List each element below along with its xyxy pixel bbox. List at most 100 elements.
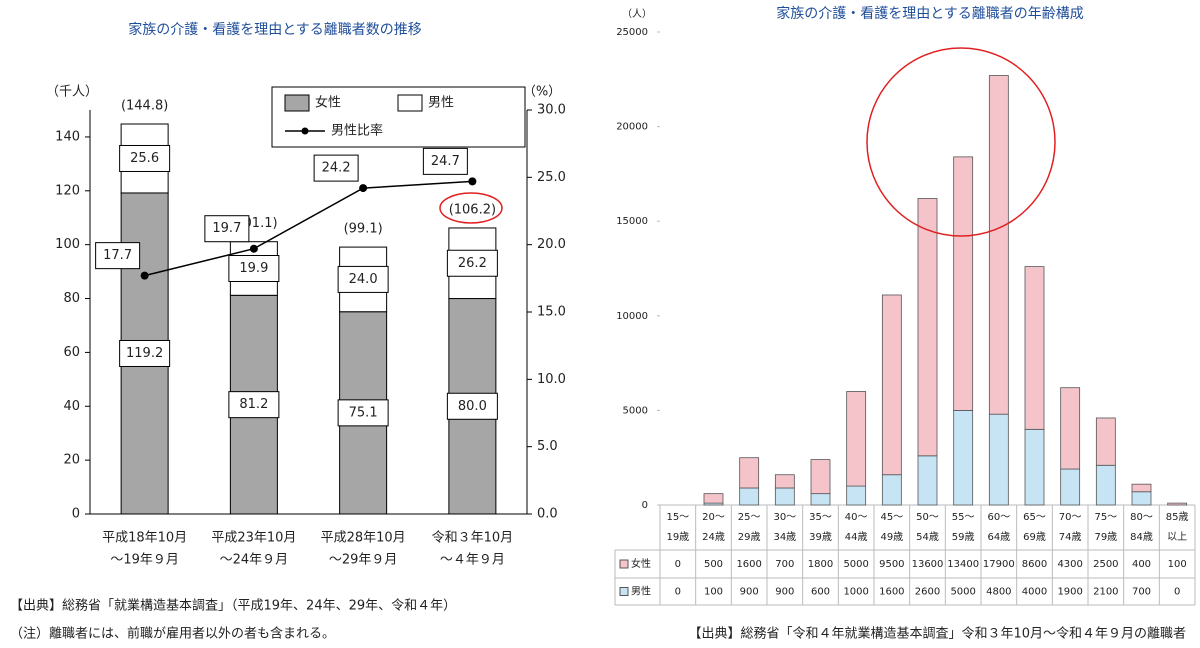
table-value: 2500	[1093, 559, 1118, 570]
value-label-box	[228, 255, 280, 283]
x-tick-label: 平成18年10月	[102, 531, 187, 546]
bar-segment	[739, 457, 760, 489]
y-tick-label: 0	[642, 500, 648, 511]
bar-segment	[846, 485, 867, 506]
value-label-box	[337, 265, 389, 293]
x-tick-label: 74歳	[1059, 531, 1082, 543]
y-tick-label: 20000	[616, 122, 648, 133]
bar-segment	[953, 156, 974, 411]
y-axis-label: （人）	[622, 8, 652, 20]
y2-tick-label: 25.0	[537, 170, 566, 185]
table-value: 4000	[1022, 587, 1047, 598]
value-label: 19.9	[239, 261, 268, 276]
legend-swatch	[619, 587, 629, 596]
table-value: 17900	[983, 559, 1015, 570]
x-tick-label: 85歳	[1166, 511, 1189, 523]
x-tick-label: 80～	[1130, 512, 1153, 523]
y-tick-label: 15000	[616, 216, 648, 227]
table-value: 1600	[879, 587, 904, 598]
table-value: 9500	[879, 559, 904, 570]
source-note: 【出典】総務省「就業構造基本調査」（平成19年、24年、29年、令和４年）	[10, 598, 456, 614]
x-tick-label: 40～	[845, 512, 868, 523]
bar-segment	[846, 391, 867, 487]
value-label: 25.6	[130, 151, 159, 166]
y-tick-label: 0	[72, 507, 80, 522]
table-value: 13600	[912, 559, 944, 570]
table-value: 2600	[915, 587, 940, 598]
line-value-label: 24.2	[322, 161, 351, 176]
line-value-label-box	[422, 147, 468, 175]
table-value: 600	[811, 587, 830, 598]
value-label: 80.0	[458, 399, 487, 414]
table-value: 0	[675, 587, 681, 598]
table-value: 700	[1132, 587, 1151, 598]
y2-tick-label: 10.0	[537, 372, 566, 387]
x-tick-label: 44歳	[845, 531, 868, 543]
y-tick-label: 140	[55, 129, 80, 144]
table-value: 100	[704, 587, 723, 598]
bar-segment	[1095, 417, 1116, 466]
table-value: 2100	[1093, 587, 1118, 598]
table-value: 700	[775, 559, 794, 570]
x-tick-label: 20～	[702, 512, 725, 523]
bar-segment	[988, 75, 1009, 415]
legend-label: 男性	[428, 96, 454, 111]
line	[144, 180, 473, 277]
y-tick-label: 120	[55, 183, 80, 198]
table-value: 1900	[1057, 587, 1082, 598]
value-label: 119.2	[126, 346, 163, 361]
bar-segment	[810, 493, 831, 506]
table-value: 5000	[950, 587, 975, 598]
x-tick-label: 34歳	[773, 531, 796, 543]
table-value: 100	[1168, 559, 1187, 570]
legend-swatch	[619, 559, 629, 569]
bar-segment	[810, 459, 831, 495]
value-label: 75.1	[349, 405, 378, 420]
line-point	[249, 244, 258, 253]
y-tick-label: 80	[63, 291, 80, 306]
table-value: 900	[740, 587, 759, 598]
y2-tick-label: 20.0	[537, 237, 566, 252]
table-value: 5000	[843, 559, 868, 570]
chart-title: 家族の介護・看護を理由とする離職者の年齢構成	[776, 5, 1084, 22]
x-tick-label: 64歳	[987, 531, 1010, 543]
y-axis-label: （千人）	[46, 85, 98, 100]
bar-segment	[988, 413, 1009, 506]
legend-label: 男性比率	[331, 123, 383, 139]
x-tick-label: 45～	[880, 512, 903, 523]
x-tick-label: 59歳	[952, 531, 975, 543]
value-label-box	[119, 144, 171, 172]
x-tick-label: 39歳	[809, 531, 832, 543]
x-tick-label: ～19年９月	[110, 553, 179, 568]
highlight-circle	[866, 47, 1056, 237]
legend-swatch	[284, 94, 310, 112]
value-label: 24.0	[349, 272, 378, 287]
x-tick-label: ～24年９月	[220, 553, 289, 568]
bar-segment	[774, 474, 795, 489]
line-point	[140, 271, 149, 280]
highlight-circle	[439, 192, 503, 224]
x-tick-label: 35～	[809, 512, 832, 523]
y-tick-label: 20	[63, 453, 80, 468]
line-point	[359, 184, 368, 193]
x-tick-label: ～29年９月	[329, 553, 398, 568]
x-tick-label: 65～	[1023, 512, 1046, 523]
line-point	[468, 177, 477, 186]
bar-segment	[774, 487, 795, 506]
x-tick-label: 50～	[916, 512, 939, 523]
x-tick-label: 70～	[1059, 512, 1082, 523]
total-label: (144.8)	[121, 99, 168, 114]
table-value: 900	[775, 587, 794, 598]
x-tick-label: 平成23年10月	[211, 531, 296, 546]
y-tick-label: 5000	[623, 405, 648, 416]
table-value: 13400	[947, 559, 979, 570]
table-value: 1600	[736, 559, 761, 570]
x-tick-label: 30～	[773, 512, 796, 523]
line-value-label: 19.7	[212, 221, 241, 236]
legend-swatch	[397, 94, 423, 112]
x-tick-label: 69歳	[1023, 531, 1046, 543]
bar-segment	[1024, 266, 1045, 430]
legend-label: 女性	[315, 95, 341, 111]
x-tick-label: 60～	[987, 512, 1010, 523]
